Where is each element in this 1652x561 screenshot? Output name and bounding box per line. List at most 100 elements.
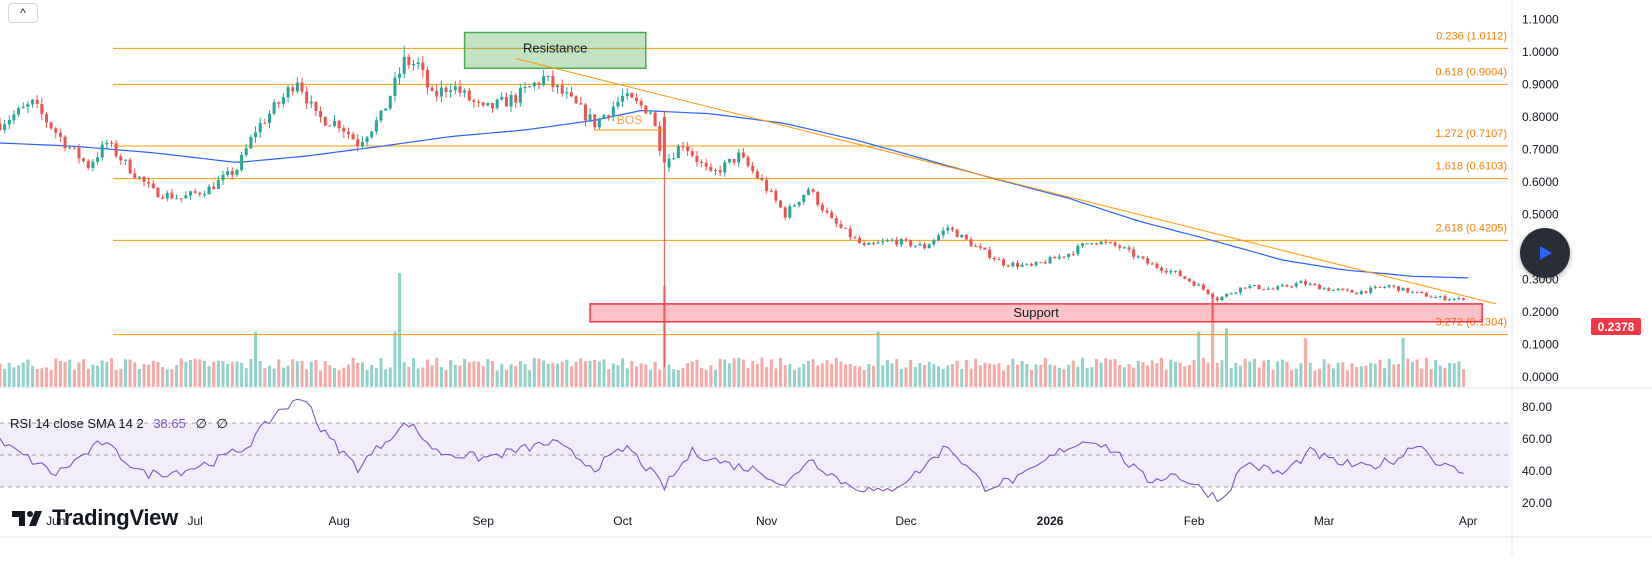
candle-body — [1308, 283, 1312, 285]
volume-bar — [997, 363, 1001, 387]
moving-average-layer — [0, 109, 1469, 279]
candle-body — [175, 198, 179, 200]
volume-bar — [960, 369, 964, 387]
tradingview-logo-icon — [12, 511, 42, 526]
support-label: Support — [1013, 305, 1059, 320]
volume-bar — [1359, 366, 1363, 387]
candle-body — [263, 122, 267, 124]
candle-body — [723, 162, 727, 173]
candle-body — [1318, 284, 1322, 290]
volume-bar — [226, 363, 230, 387]
volume-bar — [1290, 370, 1294, 387]
volume-bar — [913, 367, 917, 387]
candle-body — [1094, 243, 1098, 245]
candle-body — [1136, 256, 1140, 258]
volume-bar — [607, 369, 611, 387]
candle-body — [356, 139, 360, 147]
volume-bar — [751, 360, 755, 387]
replay-play-button[interactable] — [1520, 228, 1570, 278]
volume-bar — [528, 370, 532, 387]
volume-bar — [1201, 357, 1205, 387]
volume-bar — [17, 365, 21, 387]
candle-body — [1085, 243, 1089, 245]
candle-body — [1169, 271, 1173, 273]
candle-body — [774, 191, 778, 201]
candle-body — [532, 82, 536, 87]
candle-body — [834, 218, 838, 224]
volume-bar — [333, 368, 337, 387]
volume-bar — [314, 359, 318, 387]
fib-level-label: 0.236 (1.0112) — [1436, 30, 1507, 42]
candle-body — [54, 128, 58, 133]
candle-body — [7, 120, 11, 125]
volume-bar — [1420, 368, 1424, 387]
volume-bar — [648, 370, 652, 387]
resistance-label: Resistance — [523, 41, 587, 56]
volume-bar — [774, 368, 778, 387]
volume-bar — [1229, 367, 1233, 387]
volume-bar — [504, 369, 508, 387]
fib-level-label: 3.272 (0.1304) — [1435, 317, 1507, 329]
volume-bar — [1318, 368, 1322, 387]
price-tick-label: 0.7000 — [1522, 143, 1559, 157]
volume-bar — [927, 361, 931, 387]
volume-bar — [12, 367, 16, 387]
candle-body — [1006, 265, 1010, 267]
volume-bar — [1197, 331, 1201, 387]
candle-body — [244, 148, 248, 156]
volume-bar — [328, 365, 332, 387]
rsi-tick-label: 60.00 — [1522, 432, 1552, 446]
volume-bar — [797, 367, 801, 387]
volume-bar — [435, 357, 439, 387]
volume-bar — [1462, 369, 1466, 387]
volume-bar — [68, 359, 72, 387]
candle-body — [72, 147, 76, 149]
candle-body — [918, 244, 922, 246]
volume-bar — [119, 368, 123, 387]
volume-bar — [175, 364, 179, 387]
candle-body — [1053, 257, 1057, 259]
candle-body — [1280, 285, 1284, 287]
volume-bar — [202, 360, 206, 387]
volume-bar — [700, 367, 704, 387]
volume-bar — [1215, 362, 1219, 387]
volume-bar — [449, 359, 453, 387]
downtrend-line — [515, 58, 1497, 305]
volume-bar — [249, 359, 253, 387]
candle-body — [1452, 298, 1456, 300]
candle-body — [1429, 296, 1433, 298]
candle-body — [1108, 242, 1112, 244]
candle-body — [365, 137, 369, 142]
candle-body — [1113, 242, 1117, 246]
candle-body — [755, 171, 759, 178]
volume-bar — [695, 359, 699, 387]
candle-body — [978, 246, 982, 248]
candle-body — [1276, 286, 1280, 290]
candle-body — [1215, 297, 1219, 301]
candle-body — [1164, 270, 1168, 273]
volume-bar — [7, 362, 11, 387]
collapse-button[interactable]: ^ — [8, 3, 38, 23]
volume-bar — [1206, 362, 1210, 387]
volume-bar — [212, 361, 216, 387]
candle-body — [1448, 299, 1452, 301]
candle-body — [858, 238, 862, 244]
volume-bar — [309, 361, 313, 387]
volume-bar — [862, 370, 866, 387]
candle-body — [895, 239, 899, 245]
candle-body — [31, 99, 35, 105]
candle-body — [1178, 270, 1182, 277]
candle-body — [1048, 257, 1052, 264]
volume-bar — [1285, 361, 1289, 387]
volume-bar — [686, 363, 690, 387]
candle-body — [820, 204, 824, 211]
candle-body — [1271, 288, 1275, 290]
candle-body — [286, 87, 290, 98]
candle-body — [1331, 289, 1335, 291]
tradingview-logo[interactable]: TradingView — [12, 505, 178, 531]
candle-body — [1345, 289, 1349, 291]
candle-body — [1150, 263, 1154, 265]
volume-bar — [3, 368, 7, 387]
candle-body — [676, 146, 680, 159]
